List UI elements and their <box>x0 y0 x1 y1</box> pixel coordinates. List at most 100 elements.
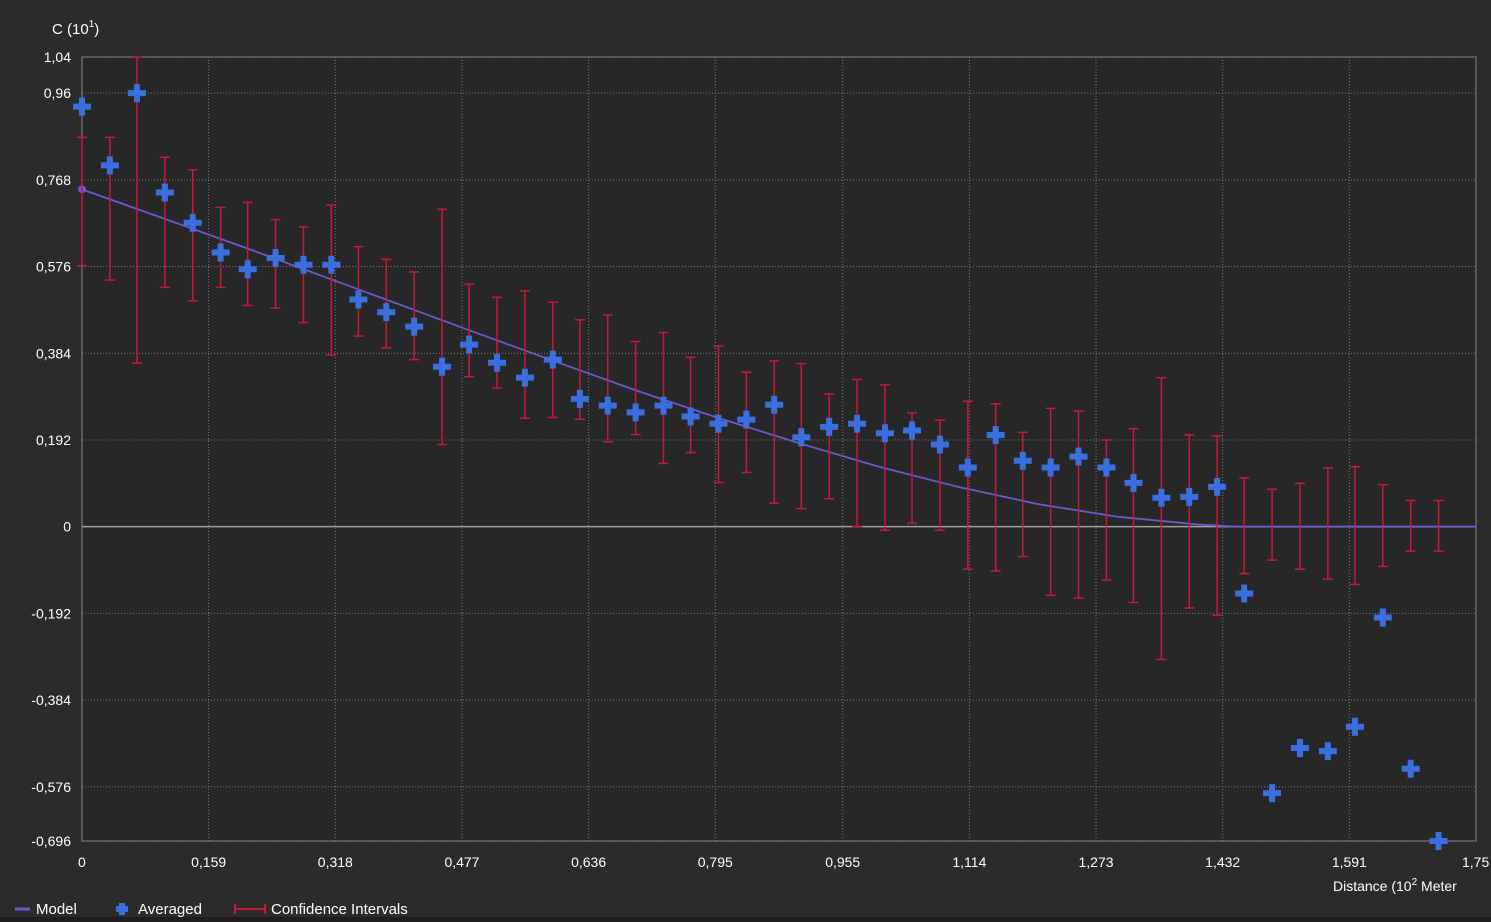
confidence-interval <box>879 384 890 532</box>
confidence-interval <box>159 156 170 289</box>
x-axis-label: Distance (102 Meter <box>1333 877 1457 894</box>
averaged-point[interactable] <box>1235 584 1254 603</box>
confidence-interval <box>298 226 309 324</box>
averaged-point[interactable] <box>986 426 1005 444</box>
averaged-point[interactable] <box>1097 458 1116 477</box>
averaged-point[interactable] <box>1208 477 1227 496</box>
confidence-interval <box>1073 410 1084 599</box>
averaged-point[interactable] <box>792 428 811 447</box>
averaged-point[interactable] <box>958 458 977 477</box>
averaged-point[interactable] <box>515 368 534 387</box>
y-tick-label: 0,384 <box>36 345 71 361</box>
averaged-point[interactable] <box>737 410 756 429</box>
averaged-point[interactable] <box>626 403 645 422</box>
averaged-point[interactable] <box>1041 458 1060 477</box>
y-tick-label: -0,576 <box>31 779 71 795</box>
confidence-interval <box>1045 407 1056 597</box>
legend-item-averaged[interactable]: Averaged <box>116 901 202 918</box>
averaged-point[interactable] <box>349 290 368 309</box>
averaged-point[interactable] <box>820 417 839 436</box>
confidence-interval <box>492 296 503 389</box>
legend-averaged-label: Averaged <box>138 901 202 917</box>
averaged-point[interactable] <box>1373 608 1392 627</box>
confidence-interval <box>852 378 863 528</box>
confidence-interval <box>962 400 973 570</box>
confidence-interval <box>1156 376 1167 661</box>
averaged-point[interactable] <box>1069 447 1088 466</box>
x-tick-label: 0,795 <box>698 854 733 870</box>
x-tick-label: 1,591 <box>1332 854 1367 870</box>
legend: Model Averaged Confidence Intervals <box>15 901 408 918</box>
x-axis-label-base: Distance (10 <box>1333 878 1412 894</box>
averaged-point[interactable] <box>1013 451 1032 470</box>
legend-item-confidence-intervals[interactable]: Confidence Intervals <box>234 901 408 918</box>
x-tick-label: 0,955 <box>825 854 860 870</box>
legend-item-model[interactable]: Model <box>15 901 77 918</box>
averaged-point[interactable] <box>681 407 700 426</box>
confidence-interval <box>1322 467 1333 580</box>
averaged-point[interactable] <box>100 156 119 175</box>
y-tick-label: 1,04 <box>44 49 71 65</box>
averaged-point[interactable] <box>875 424 894 443</box>
averaged-point[interactable] <box>155 183 174 202</box>
averaged-point[interactable] <box>405 317 424 336</box>
averaged-point[interactable] <box>930 435 949 454</box>
averaged-point[interactable] <box>543 350 562 369</box>
confidence-interval <box>1267 488 1278 561</box>
averaged-point[interactable] <box>848 414 867 433</box>
confidence-interval <box>685 356 696 454</box>
x-tick-label: 0,477 <box>444 854 479 870</box>
averaged-point[interactable] <box>1263 784 1282 803</box>
confidence-interval <box>769 360 780 504</box>
averaged-point[interactable] <box>460 335 479 354</box>
averaged-point[interactable] <box>1429 832 1448 850</box>
averaged-point[interactable] <box>654 396 673 415</box>
confidence-interval <box>713 345 724 484</box>
confidence-interval <box>824 393 835 500</box>
averaged-point[interactable] <box>1180 487 1199 506</box>
averaged-point[interactable] <box>73 97 91 116</box>
averaged-point[interactable] <box>433 357 452 376</box>
confidence-interval <box>1184 434 1195 609</box>
averaged-point[interactable] <box>1318 742 1337 761</box>
y-tick-label: -0,696 <box>31 833 71 849</box>
confidence-interval <box>1377 483 1388 568</box>
y-axis-label-base: C (10 <box>52 21 89 38</box>
legend-ci-label: Confidence Intervals <box>271 901 408 917</box>
averaged-point[interactable] <box>294 255 313 274</box>
averaged-point[interactable] <box>1401 759 1420 778</box>
averaged-point[interactable] <box>1152 488 1171 507</box>
averaged-point[interactable] <box>266 248 285 267</box>
confidence-interval <box>464 283 475 378</box>
averaged-point[interactable] <box>238 260 257 279</box>
averaged-point[interactable] <box>765 395 784 414</box>
averaged-point[interactable] <box>183 213 202 232</box>
averaged-point[interactable] <box>570 389 589 408</box>
confidence-interval <box>131 56 142 364</box>
y-tick-label: 0,576 <box>36 259 71 275</box>
legend-model-label: Model <box>36 901 77 917</box>
y-tick-label: 0,96 <box>44 85 71 101</box>
averaged-point[interactable] <box>1345 717 1364 736</box>
y-axis-label: C (101) <box>52 19 99 38</box>
confidence-interval <box>77 136 87 267</box>
averaged-point[interactable] <box>211 243 230 262</box>
averaged-series <box>73 84 1448 850</box>
confidence-interval <box>1212 435 1223 616</box>
x-tick-label: 1,114 <box>952 854 986 870</box>
averaged-point[interactable] <box>598 396 617 415</box>
averaged-point[interactable] <box>488 353 507 372</box>
averaged-point[interactable] <box>322 255 341 274</box>
confidence-interval <box>1128 427 1139 604</box>
x-tick-label: 1,273 <box>1079 854 1114 870</box>
x-tick-label: 0 <box>78 854 86 870</box>
averaged-point[interactable] <box>127 84 146 103</box>
x-tick-label: 0,318 <box>318 854 353 870</box>
averaged-point[interactable] <box>377 303 396 322</box>
averaged-point[interactable] <box>1290 738 1309 757</box>
averaged-point[interactable] <box>1124 473 1143 492</box>
averaged-point[interactable] <box>903 421 922 440</box>
confidence-intervals-series <box>77 56 1444 661</box>
averaged-point[interactable] <box>709 414 728 433</box>
